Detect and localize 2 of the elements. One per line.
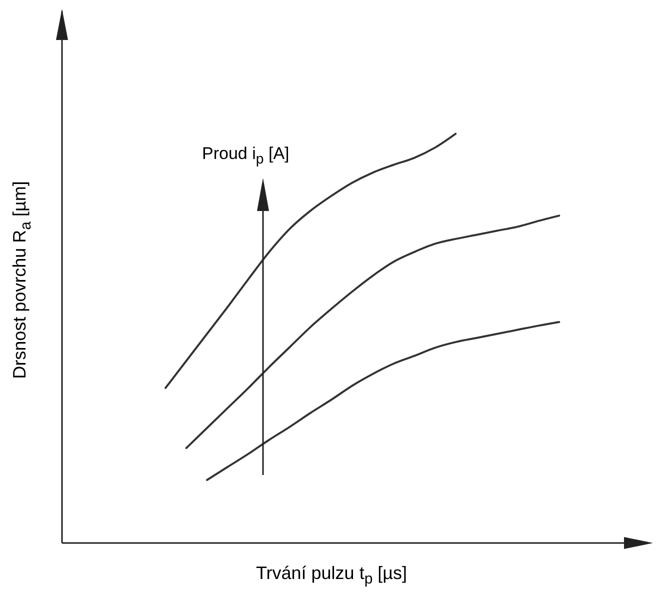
annotation: Proud i$_{p}$ [A] [202,144,290,168]
x-axis-title: Trvání pulzu t$_{p}$ [µs] [254,563,408,588]
